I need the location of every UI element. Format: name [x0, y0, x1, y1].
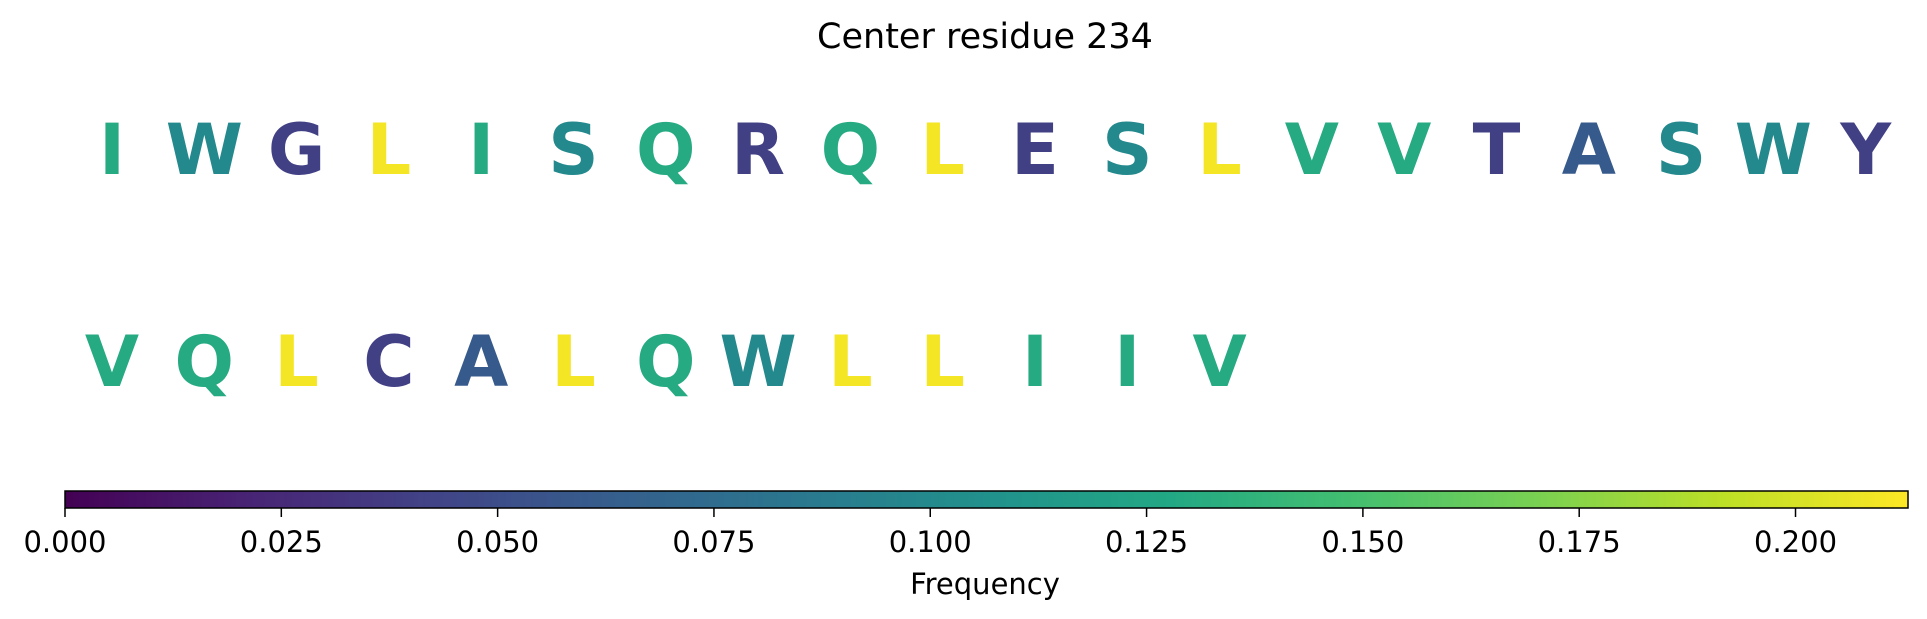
residue-letter: Q — [636, 109, 696, 191]
residue-letter: Q — [821, 109, 881, 191]
colorbar-tick-label: 0.175 — [1538, 525, 1621, 559]
colorbar-tick-label: 0.150 — [1321, 525, 1404, 559]
colorbar-label: Frequency — [910, 567, 1060, 601]
residue-letter: V — [1193, 321, 1247, 403]
residue-letter: I — [1114, 321, 1140, 403]
residue-letter: V — [85, 321, 139, 403]
residue-letter: L — [551, 321, 596, 403]
residue-letter: I — [99, 109, 125, 191]
colorbar-tick-label: 0.075 — [672, 525, 755, 559]
residue-letter: R — [731, 109, 785, 191]
residue-letter: C — [363, 321, 414, 403]
colorbar-tick-label: 0.200 — [1754, 525, 1837, 559]
residue-letter: S — [1656, 109, 1706, 191]
colorbar-tick-label: 0.050 — [456, 525, 539, 559]
residue-letter: A — [454, 321, 508, 403]
residue-letter: L — [1197, 109, 1242, 191]
residue-letter: W — [719, 321, 796, 403]
residue-letter: W — [166, 109, 243, 191]
sequence-letters: I W G L I S Q R Q L E S L V V T A S W YV Q L C A L Q W L L I I V — [85, 109, 1892, 403]
residue-letter: Q — [175, 321, 235, 403]
residue-letter: L — [367, 109, 412, 191]
residue-letter: W — [1735, 109, 1812, 191]
residue-letter: L — [920, 109, 965, 191]
residue-letter: E — [1011, 109, 1059, 191]
colorbar-tick-label: 0.000 — [23, 525, 106, 559]
colorbar-tick-label: 0.125 — [1105, 525, 1188, 559]
colorbar-tick-label: 0.100 — [889, 525, 972, 559]
residue-letter: V — [1377, 109, 1431, 191]
residue-letter: I — [1022, 321, 1048, 403]
chart-title: Center residue 234 — [817, 17, 1153, 57]
residue-letter: A — [1562, 109, 1616, 191]
colorbar-ticks: 0.000 0.025 0.050 0.075 0.100 0.125 0.150 0.175… — [23, 508, 1837, 559]
residue-letter: L — [828, 321, 873, 403]
colorbar — [64, 490, 1909, 509]
residue-letter: S — [1102, 109, 1152, 191]
residue-letter: S — [548, 109, 598, 191]
residue-letter: L — [920, 321, 965, 403]
residue-letter: L — [274, 321, 319, 403]
residue-letter: G — [268, 109, 325, 191]
residue-letter: T — [1473, 109, 1521, 191]
residue-letter: Y — [1839, 109, 1892, 191]
residue-letter: V — [1285, 109, 1339, 191]
residue-letter: Q — [636, 321, 696, 403]
residue-letter: I — [468, 109, 494, 191]
colorbar-tick-label: 0.025 — [240, 525, 323, 559]
